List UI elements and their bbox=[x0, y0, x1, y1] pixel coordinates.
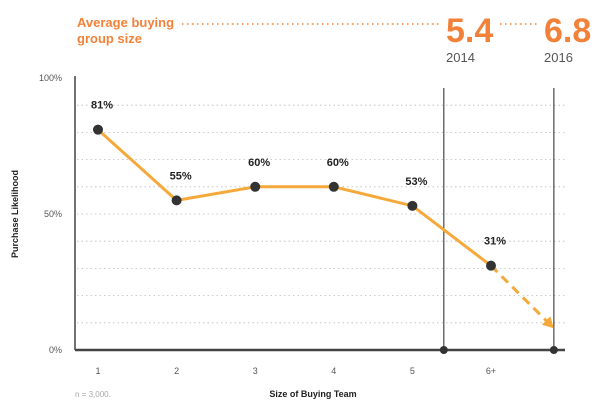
data-label: 55% bbox=[170, 170, 192, 182]
data-point bbox=[407, 200, 418, 211]
header-value-2016: 6.8 bbox=[544, 12, 591, 50]
x-tick-label: 5 bbox=[410, 366, 415, 376]
data-point bbox=[486, 260, 496, 271]
header-label-line1: Average buying bbox=[77, 15, 174, 30]
reference-line-axis-marker bbox=[549, 346, 558, 354]
data-label: 81% bbox=[91, 100, 113, 112]
sample-size-note: n = 3,000. bbox=[75, 390, 111, 399]
y-tick-label: 50% bbox=[44, 209, 62, 219]
data-point bbox=[93, 124, 103, 135]
data-point bbox=[171, 195, 182, 206]
data-label: 60% bbox=[327, 157, 349, 169]
x-tick-label: 6+ bbox=[486, 366, 496, 376]
projection-dashed-line bbox=[489, 264, 549, 323]
y-tick-label: 0% bbox=[49, 345, 62, 355]
data-point bbox=[250, 181, 261, 192]
data-label: 31% bbox=[484, 236, 506, 248]
y-tick-label: 100% bbox=[39, 73, 62, 83]
data-label: 60% bbox=[248, 157, 270, 169]
header-year-2014: 2014 bbox=[446, 50, 475, 65]
data-point bbox=[328, 181, 339, 192]
x-axis-title: Size of Buying Team bbox=[269, 389, 356, 399]
header-year-2016: 2016 bbox=[544, 50, 573, 65]
series-line bbox=[96, 128, 493, 268]
x-tick-label: 1 bbox=[95, 366, 100, 376]
x-tick-label: 3 bbox=[253, 366, 258, 376]
x-tick-label: 4 bbox=[331, 366, 336, 376]
reference-line-axis-marker bbox=[439, 346, 448, 354]
data-label: 53% bbox=[405, 176, 427, 188]
header-label-line2: group size bbox=[77, 31, 142, 46]
header-value-2014: 5.4 bbox=[446, 12, 493, 50]
y-axis-title: Purchase Likelihood bbox=[10, 170, 20, 258]
projection-arrowhead bbox=[541, 316, 554, 329]
x-tick-label: 2 bbox=[174, 366, 179, 376]
